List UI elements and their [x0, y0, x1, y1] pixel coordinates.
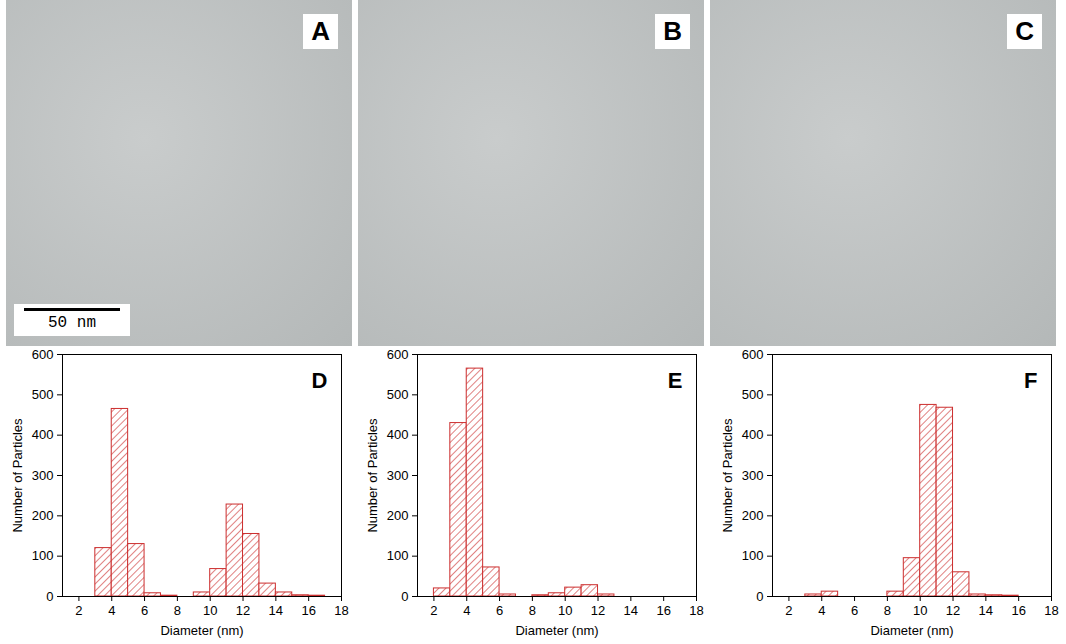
svg-text:18: 18 — [334, 603, 348, 618]
svg-text:E: E — [668, 368, 683, 393]
svg-text:100: 100 — [32, 548, 54, 563]
svg-text:Diameter (nm): Diameter (nm) — [870, 623, 953, 638]
svg-text:600: 600 — [387, 347, 409, 362]
svg-text:4: 4 — [463, 603, 470, 618]
svg-text:12: 12 — [591, 603, 605, 618]
svg-text:100: 100 — [387, 548, 409, 563]
svg-text:12: 12 — [236, 603, 250, 618]
svg-text:8: 8 — [884, 603, 891, 618]
html-text:A: A — [311, 16, 330, 46]
svg-text:6: 6 — [851, 603, 858, 618]
svg-text:2: 2 — [785, 603, 792, 618]
svg-text:4: 4 — [108, 603, 115, 618]
svg-text:300: 300 — [387, 468, 409, 483]
svg-text:6: 6 — [496, 603, 503, 618]
svg-text:0: 0 — [46, 589, 53, 604]
svg-text:18: 18 — [1044, 603, 1058, 618]
svg-text:300: 300 — [32, 468, 54, 483]
svg-text:16: 16 — [301, 603, 315, 618]
svg-text:200: 200 — [387, 508, 409, 523]
svg-text:10: 10 — [203, 603, 217, 618]
svg-text:2: 2 — [75, 603, 82, 618]
svg-text:0: 0 — [401, 589, 408, 604]
html-text:50 nm: 50 nm — [48, 314, 96, 332]
svg-text:10: 10 — [558, 603, 572, 618]
svg-text:14: 14 — [269, 603, 283, 618]
svg-text:10: 10 — [913, 603, 927, 618]
svg-text:Diameter (nm): Diameter (nm) — [160, 623, 243, 638]
svg-text:16: 16 — [1011, 603, 1025, 618]
svg-text:14: 14 — [979, 603, 993, 618]
svg-text:Diameter (nm): Diameter (nm) — [515, 623, 598, 638]
svg-text:500: 500 — [32, 387, 54, 402]
svg-text:16: 16 — [656, 603, 670, 618]
svg-text:500: 500 — [742, 387, 764, 402]
svg-text:4: 4 — [818, 603, 825, 618]
svg-text:12: 12 — [946, 603, 960, 618]
svg-text:2: 2 — [430, 603, 437, 618]
svg-text:Number of Particles: Number of Particles — [720, 418, 735, 533]
svg-text:6: 6 — [141, 603, 148, 618]
svg-text:D: D — [312, 368, 328, 393]
svg-text:300: 300 — [742, 468, 764, 483]
svg-text:400: 400 — [742, 427, 764, 442]
svg-text:Number of Particles: Number of Particles — [10, 418, 25, 533]
svg-text:Number of Particles: Number of Particles — [365, 418, 380, 533]
svg-text:0: 0 — [756, 589, 763, 604]
svg-text:100: 100 — [742, 548, 764, 563]
svg-text:400: 400 — [32, 427, 54, 442]
svg-text:600: 600 — [742, 347, 764, 362]
svg-text:18: 18 — [689, 603, 703, 618]
svg-text:8: 8 — [529, 603, 536, 618]
svg-text:14: 14 — [624, 603, 638, 618]
svg-text:200: 200 — [32, 508, 54, 523]
svg-text:200: 200 — [742, 508, 764, 523]
svg-text:F: F — [1024, 368, 1037, 393]
html-text:C: C — [1015, 16, 1034, 46]
svg-text:600: 600 — [32, 347, 54, 362]
svg-text:500: 500 — [387, 387, 409, 402]
html-text:B: B — [663, 16, 682, 46]
svg-text:8: 8 — [174, 603, 181, 618]
svg-text:400: 400 — [387, 427, 409, 442]
